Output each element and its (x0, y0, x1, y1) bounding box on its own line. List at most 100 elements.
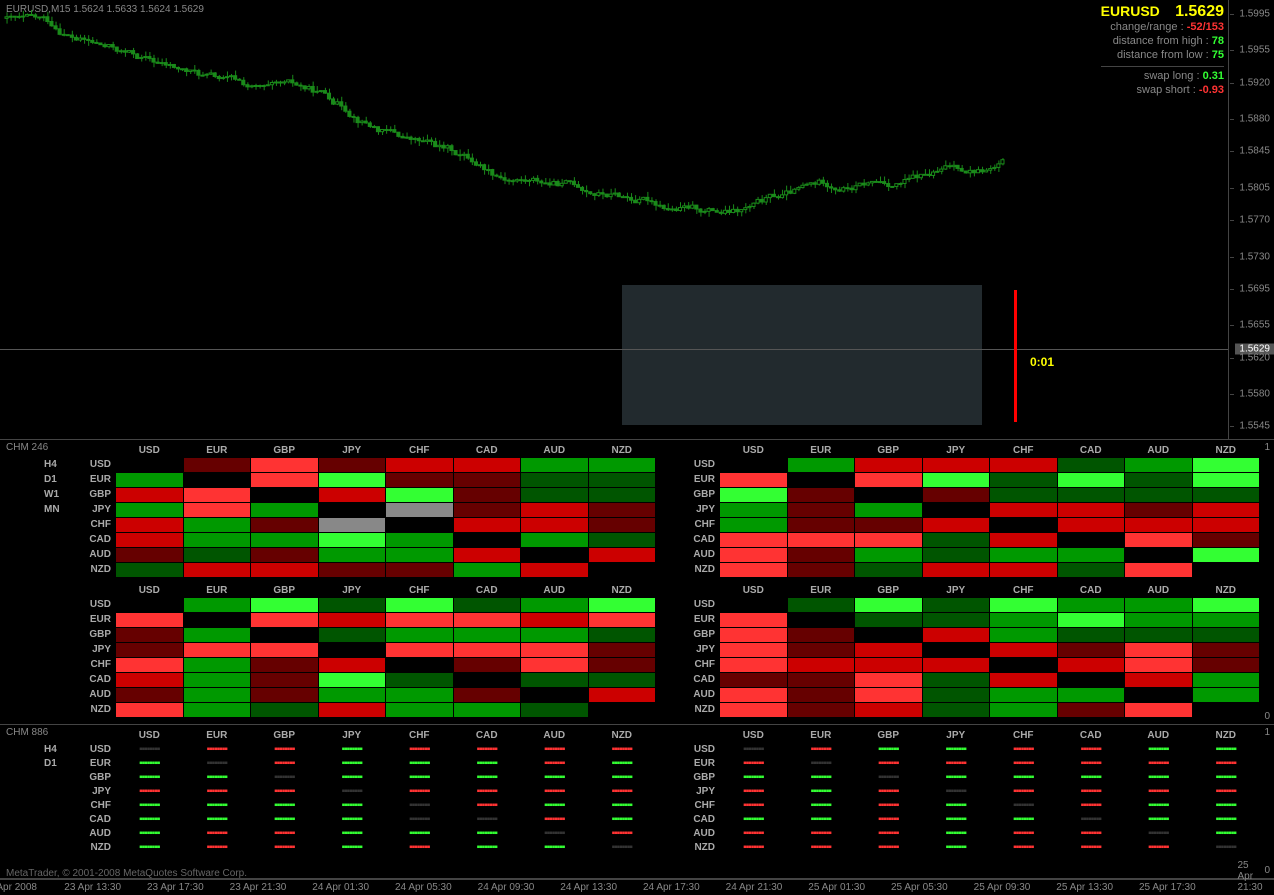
hm-dot-cell: ▪▪▪▪▪▪▪▪ (1193, 827, 1261, 841)
hm-col-header: NZD (1193, 444, 1261, 458)
hm-cell (720, 458, 788, 473)
heatmap2-label: CHM 886 (6, 727, 48, 738)
hm-cell (521, 473, 589, 488)
hm-cell (788, 703, 856, 718)
time-x-axis: 23 Apr 200823 Apr 13:3023 Apr 17:3023 Ap… (0, 879, 1274, 895)
hm-cell (116, 613, 184, 628)
hm-cell (1193, 703, 1261, 718)
hm-cell (855, 613, 923, 628)
hm-dot-cell: ▪▪▪▪▪▪▪▪ (788, 841, 856, 855)
heatmap2-ymax: 1 (1264, 727, 1270, 738)
hm-cell (855, 488, 923, 503)
hm-cell (184, 503, 252, 518)
hm-cell (720, 598, 788, 613)
info-label: change/range : (1110, 21, 1183, 33)
swap-label: swap long : (1144, 70, 1200, 82)
hm-row-label: GBP (72, 628, 116, 643)
chart-area[interactable]: 0:01 (0, 0, 1228, 440)
hm-cell (1058, 533, 1126, 548)
hm-cell (251, 473, 319, 488)
hm-row-label: USD (72, 743, 116, 757)
hm-cell (1058, 488, 1126, 503)
hm-dot-cell: ▪▪▪▪▪▪▪▪ (1125, 743, 1193, 757)
hm-col-header: USD (116, 584, 184, 598)
hm-dot-cell: ▪▪▪▪▪▪▪▪ (589, 841, 657, 855)
y-tick: 1.5695 (1239, 283, 1270, 294)
hm-cell (1058, 598, 1126, 613)
hm-dot-cell: ▪▪▪▪▪▪▪▪ (521, 757, 589, 771)
hm-col-header: GBP (855, 584, 923, 598)
hm-dot-cell: ▪▪▪▪▪▪▪▪ (521, 785, 589, 799)
hm-dot-cell: ▪▪▪▪▪▪▪▪ (251, 799, 319, 813)
hm-row-label: JPY (72, 643, 116, 658)
hm-col-header: JPY (319, 444, 387, 458)
hm-cell (923, 658, 991, 673)
hm-cell (990, 613, 1058, 628)
hm-cell (454, 703, 522, 718)
hm-row-label: CHF (676, 518, 720, 533)
hm-dot-cell: ▪▪▪▪▪▪▪▪ (116, 841, 184, 855)
hm-dot-cell: ▪▪▪▪▪▪▪▪ (589, 827, 657, 841)
hm-row-label: CHF (676, 799, 720, 813)
timeframe-label: MN (40, 503, 72, 518)
red-marker-bar (1014, 290, 1017, 422)
info-value: 75 (1212, 49, 1224, 61)
hm-dot-cell: ▪▪▪▪▪▪▪▪ (521, 743, 589, 757)
heatmap-panel-2[interactable]: CHM 886 1 0 USDEURGBPJPYCHFCADAUDNZDUSD▪… (0, 725, 1274, 879)
hm-cell (1193, 458, 1261, 473)
hm-dot-cell: ▪▪▪▪▪▪▪▪ (116, 827, 184, 841)
hm-cell (319, 458, 387, 473)
hm-row-label: JPY (676, 785, 720, 799)
hm-cell (788, 458, 856, 473)
hm-col-header: GBP (251, 444, 319, 458)
hm-col-header: CAD (454, 584, 522, 598)
hm-cell (720, 488, 788, 503)
hm-cell (386, 613, 454, 628)
hm-dot-cell: ▪▪▪▪▪▪▪▪ (788, 827, 856, 841)
hm-col-header: NZD (589, 584, 657, 598)
y-tick: 1.5920 (1239, 77, 1270, 88)
y-tick: 1.5955 (1239, 45, 1270, 56)
hm-cell (319, 673, 387, 688)
hm-dot-cell: ▪▪▪▪▪▪▪▪ (454, 813, 522, 827)
hm-cell (454, 628, 522, 643)
hm-row-label: GBP (676, 628, 720, 643)
heatmap1-label: CHM 246 (6, 442, 48, 453)
hm-cell (1125, 703, 1193, 718)
hm-cell (319, 548, 387, 563)
hm-cell (521, 533, 589, 548)
heatmap2-ymin: 0 (1264, 865, 1270, 876)
hm-cell (184, 473, 252, 488)
hm-dot-cell: ▪▪▪▪▪▪▪▪ (589, 785, 657, 799)
hm-dot-cell: ▪▪▪▪▪▪▪▪ (923, 743, 991, 757)
hm-cell (184, 673, 252, 688)
hm-dot-cell: ▪▪▪▪▪▪▪▪ (319, 771, 387, 785)
price-chart-panel[interactable]: EURUSD,M15 1.5624 1.5633 1.5624 1.5629 0… (0, 0, 1274, 440)
hm-cell (923, 688, 991, 703)
hm-col-header: AUD (1125, 444, 1193, 458)
hm-dot-cell: ▪▪▪▪▪▪▪▪ (184, 743, 252, 757)
heatmap1-ymax: 1 (1264, 442, 1270, 453)
hm-dot-cell: ▪▪▪▪▪▪▪▪ (386, 743, 454, 757)
hm-dot-cell: ▪▪▪▪▪▪▪▪ (589, 771, 657, 785)
hm-cell (319, 643, 387, 658)
hm-cell (990, 518, 1058, 533)
heatmap-panel-1[interactable]: CHM 246 1 0 USDEURGBPJPYCHFCADAUDNZDUSDE… (0, 440, 1274, 725)
hm-cell (788, 518, 856, 533)
hm-cell (589, 703, 657, 718)
hm-cell (521, 688, 589, 703)
hm-row-label: CAD (72, 673, 116, 688)
hm-row-label: USD (72, 458, 116, 473)
hm-cell (251, 703, 319, 718)
hm-cell (1125, 673, 1193, 688)
hm-cell (319, 628, 387, 643)
hm-cell (454, 518, 522, 533)
hm-dot-cell: ▪▪▪▪▪▪▪▪ (386, 771, 454, 785)
hm-dot-cell: ▪▪▪▪▪▪▪▪ (319, 827, 387, 841)
hm-dot-cell: ▪▪▪▪▪▪▪▪ (251, 785, 319, 799)
hm-col-header: AUD (1125, 729, 1193, 743)
hm-cell (788, 533, 856, 548)
hm-dot-cell: ▪▪▪▪▪▪▪▪ (454, 827, 522, 841)
hm-dot-cell: ▪▪▪▪▪▪▪▪ (855, 813, 923, 827)
hm-cell (116, 518, 184, 533)
